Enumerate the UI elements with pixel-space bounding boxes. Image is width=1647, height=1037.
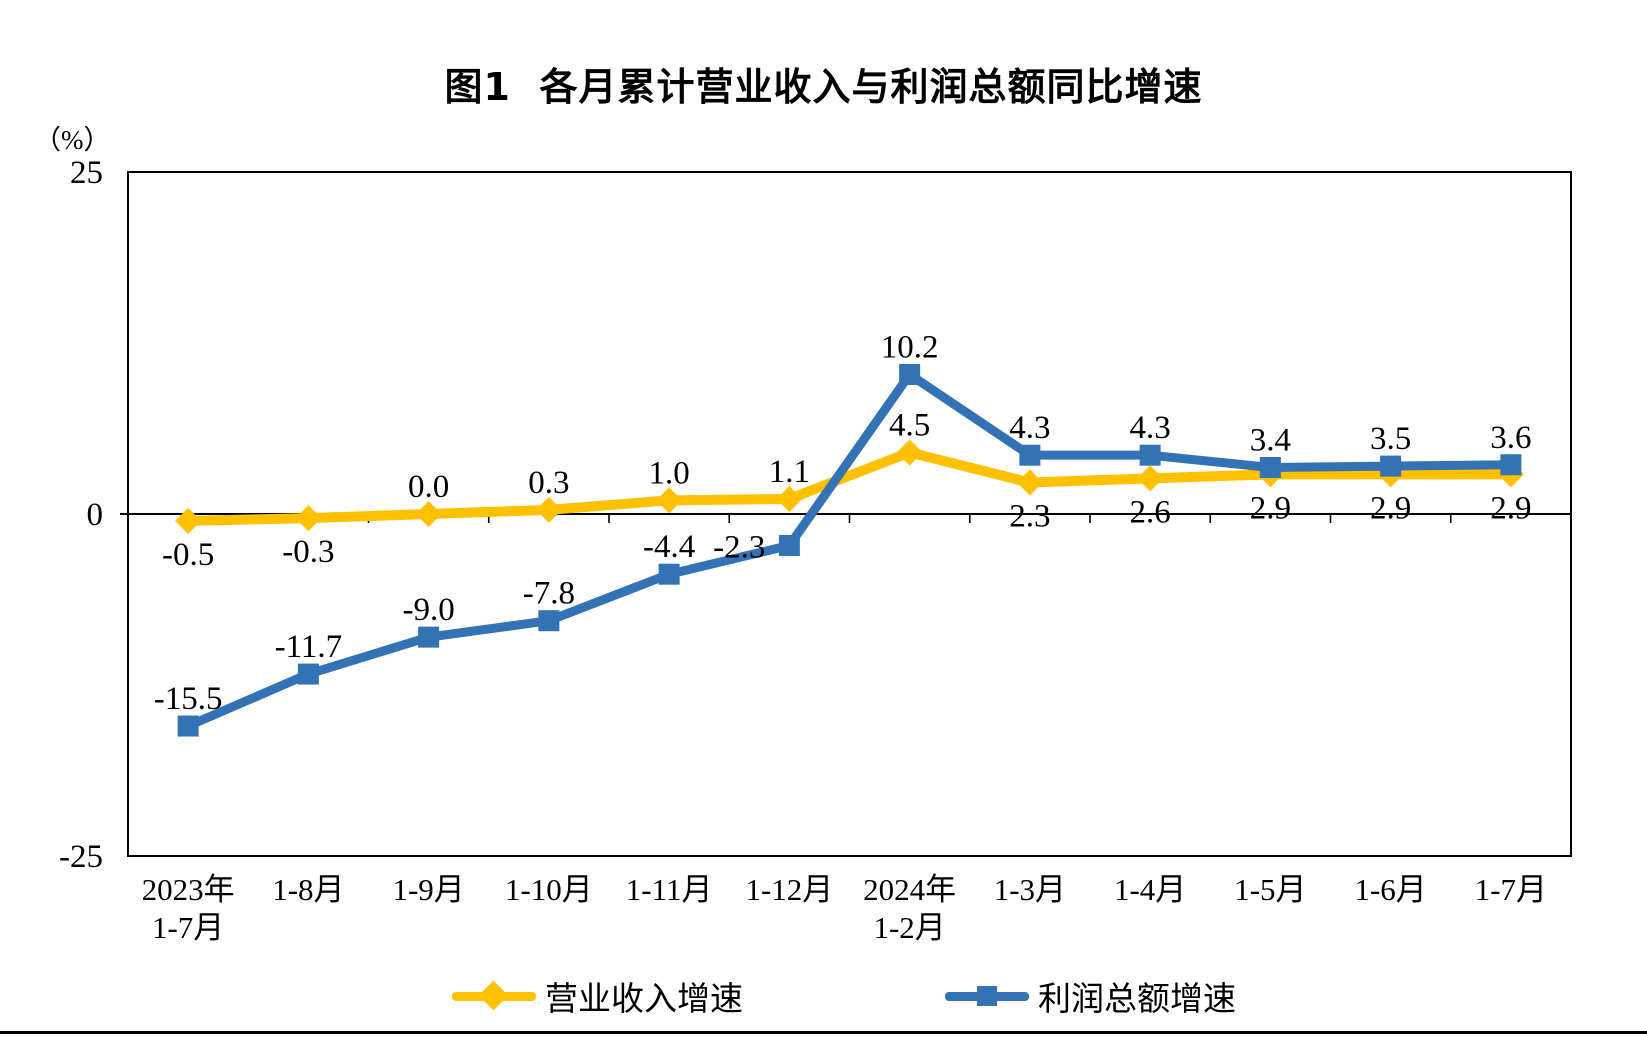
data-point-marker <box>538 610 560 632</box>
y-tick-label: 0 <box>87 497 104 533</box>
data-label: 3.5 <box>1370 421 1411 457</box>
legend-item-profit: 利润总额增速 <box>945 974 1236 1018</box>
data-label: 1.0 <box>649 455 690 491</box>
data-label: -15.5 <box>154 681 223 717</box>
x-category-label: 1-11月 <box>626 872 713 907</box>
x-category-label: 1-2月 <box>873 910 945 945</box>
data-point-marker <box>658 563 680 585</box>
data-point-marker <box>1380 455 1402 477</box>
data-label: 2.9 <box>1250 490 1291 526</box>
data-point-marker <box>778 534 800 556</box>
data-point-marker <box>656 487 683 514</box>
data-label: 3.4 <box>1250 422 1291 458</box>
bottom-divider <box>0 1031 1647 1034</box>
data-label: 10.2 <box>881 329 939 365</box>
profit-series-swatch <box>945 982 1029 1010</box>
data-label: 4.3 <box>1009 410 1050 446</box>
data-label: 4.5 <box>889 407 930 443</box>
data-point-marker <box>175 507 202 534</box>
data-label: 2.9 <box>1370 490 1411 526</box>
data-point-marker <box>1259 456 1281 478</box>
data-point-marker <box>177 715 199 737</box>
data-label: 1.1 <box>769 454 810 490</box>
legend-item-revenue: 营业收入增速 <box>452 974 743 1018</box>
legend: 营业收入增速 利润总额增速 <box>0 974 1647 1018</box>
x-category-label: 1-5月 <box>1234 872 1306 907</box>
x-category-label: 1-7月 <box>1475 872 1547 907</box>
series-line-profit <box>183 369 1516 731</box>
data-label: 3.6 <box>1490 420 1531 456</box>
revenue-diamond-marker-icon <box>478 980 509 1011</box>
data-label: -0.5 <box>162 537 214 573</box>
data-label: -4.4 <box>643 529 695 565</box>
data-label: -9.0 <box>403 592 455 628</box>
data-point-marker <box>1019 444 1041 466</box>
data-label: -0.3 <box>282 534 334 570</box>
x-category-label: 2024年 <box>863 872 956 907</box>
data-point-marker <box>1139 444 1161 466</box>
x-category-label: 1-4月 <box>1114 872 1186 907</box>
data-point-marker <box>776 485 803 512</box>
legend-label-profit: 利润总额增速 <box>1038 982 1236 1018</box>
data-label: -11.7 <box>275 629 343 665</box>
data-label: 4.3 <box>1130 410 1171 446</box>
data-point-marker <box>899 363 921 385</box>
y-tick-label: -25 <box>59 839 103 875</box>
data-point-marker <box>1500 454 1522 476</box>
data-point-marker <box>415 501 442 527</box>
x-category-label: 1-10月 <box>505 872 593 907</box>
data-point-marker <box>418 626 440 648</box>
series-line-revenue <box>183 447 1516 526</box>
legend-label-revenue: 营业收入增速 <box>545 982 743 1018</box>
revenue-series-swatch <box>452 980 536 1011</box>
profit-square-marker-icon <box>977 986 997 1006</box>
x-category-label: 1-9月 <box>392 872 464 907</box>
x-category-label: 1-3月 <box>994 872 1066 907</box>
data-label: 2.9 <box>1490 490 1531 526</box>
x-category-label: 1-6月 <box>1354 872 1426 907</box>
data-point-marker <box>1137 465 1164 492</box>
y-axis-unit-label: （%） <box>34 125 111 155</box>
data-point-marker <box>297 663 319 685</box>
data-point-marker <box>1016 469 1043 496</box>
data-point-marker <box>896 439 923 466</box>
data-label: 0.3 <box>528 465 569 501</box>
x-category-label: 1-12月 <box>745 872 833 907</box>
x-category-label: 2023年 <box>142 872 235 907</box>
chart-title: 图1 各月累计营业收入与利润总额同比增速 <box>444 65 1203 109</box>
data-label: 2.6 <box>1130 494 1171 530</box>
data-point-marker <box>295 505 322 532</box>
data-point-marker <box>535 496 562 523</box>
data-label: -2.3 <box>713 529 765 565</box>
data-label: 2.3 <box>1009 499 1050 535</box>
x-category-label: 1-8月 <box>272 872 344 907</box>
data-label: 0.0 <box>408 469 449 505</box>
x-category-label: 1-7月 <box>152 910 224 945</box>
data-label: -7.8 <box>523 576 575 612</box>
y-tick-label: 25 <box>70 155 103 191</box>
